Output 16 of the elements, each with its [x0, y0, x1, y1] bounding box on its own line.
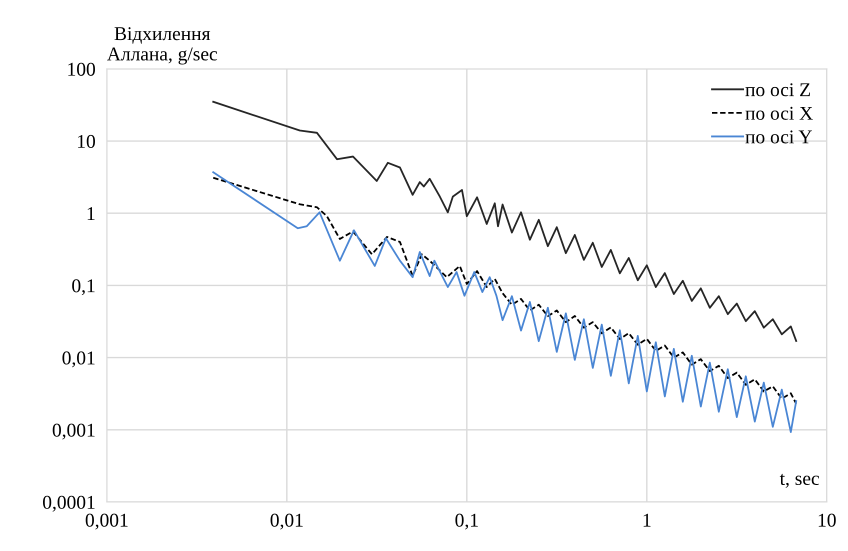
x-tick-label: 0,1	[455, 514, 478, 530]
x-tick-label: 1	[644, 514, 651, 527]
y-tick-label: 0,001	[52, 424, 95, 440]
x-tick-label: 0,01	[270, 514, 303, 530]
y-tick-label: 0,1	[72, 279, 95, 296]
x-axis-title: t, sec	[780, 474, 819, 488]
legend-label: по осі Y	[745, 130, 812, 144]
y-tick-label: 1	[88, 207, 95, 220]
legend-label: по осі X	[745, 106, 813, 120]
y-tick-label: 100	[68, 62, 95, 76]
y-tick-label: 0,01	[62, 351, 95, 368]
x-tick-label: 10	[818, 514, 836, 527]
legend-label: по осі Z	[745, 83, 810, 96]
y-axis-title: Відхилення Аллана, g/sec	[107, 27, 218, 65]
y-tick-label: 0,0001	[43, 496, 95, 512]
y-tick-label: 10	[78, 134, 95, 148]
